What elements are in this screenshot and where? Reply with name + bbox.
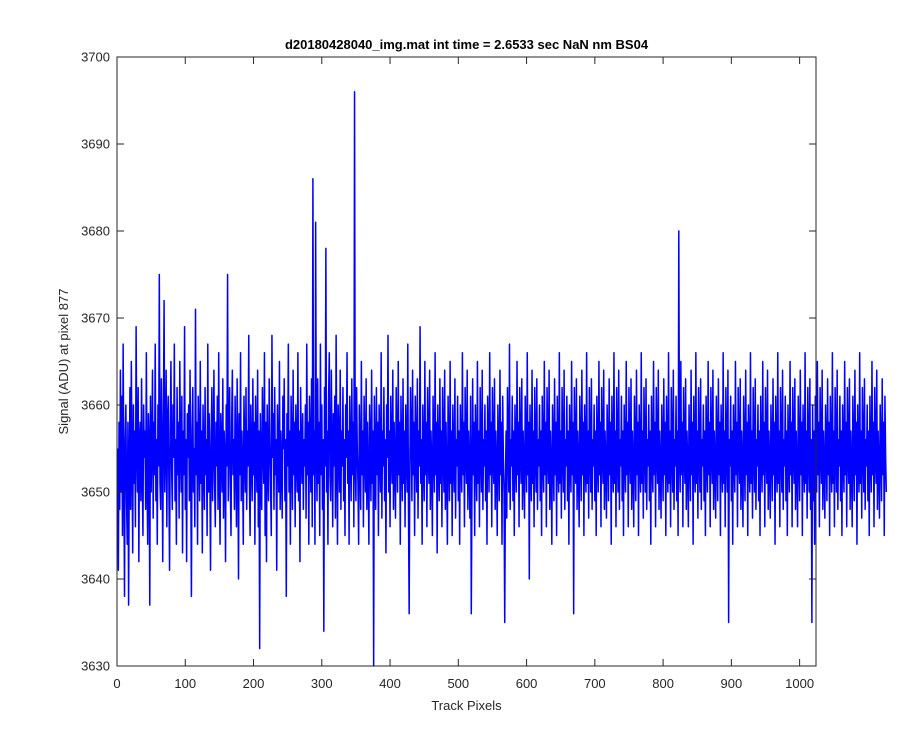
x-tick-label-2: 200: [243, 676, 265, 691]
x-tick-label-10: 1000: [785, 676, 814, 691]
series-layer: [116, 91, 888, 667]
y-tick-label-1: 3640: [81, 572, 110, 587]
x-tick-label-1: 100: [174, 676, 196, 691]
y-tick-label-2: 3650: [81, 485, 110, 500]
x-tick-label-3: 300: [311, 676, 333, 691]
series-line-0: [116, 91, 888, 667]
plot-frame: [116, 56, 817, 667]
x-tick-label-7: 700: [584, 676, 606, 691]
y-tick-label-5: 3680: [81, 224, 110, 239]
x-tick-label-6: 600: [516, 676, 538, 691]
y-tick-label-6: 3690: [81, 137, 110, 152]
y-tick-label-4: 3670: [81, 311, 110, 326]
ticks-layer: 0 100 200 300 400 500 600 700 800 900 1000 3630 3640…: [81, 50, 816, 691]
x-tick-label-4: 400: [379, 676, 401, 691]
x-tick-label-5: 500: [447, 676, 469, 691]
x-axis-label: Track Pixels: [431, 698, 502, 713]
x-tick-label-0: 0: [113, 676, 120, 691]
y-tick-label-7: 3700: [81, 50, 110, 65]
x-tick-label-9: 900: [721, 676, 743, 691]
chart-title: d20180428040_img.mat int time = 2.6533 s…: [285, 37, 649, 52]
plot-background: [117, 57, 816, 666]
y-tick-label-0: 3630: [81, 659, 110, 674]
y-axis-label: Signal (ADU) at pixel 877: [56, 289, 71, 435]
y-tick-label-3: 3660: [81, 398, 110, 413]
x-tick-label-8: 800: [652, 676, 674, 691]
